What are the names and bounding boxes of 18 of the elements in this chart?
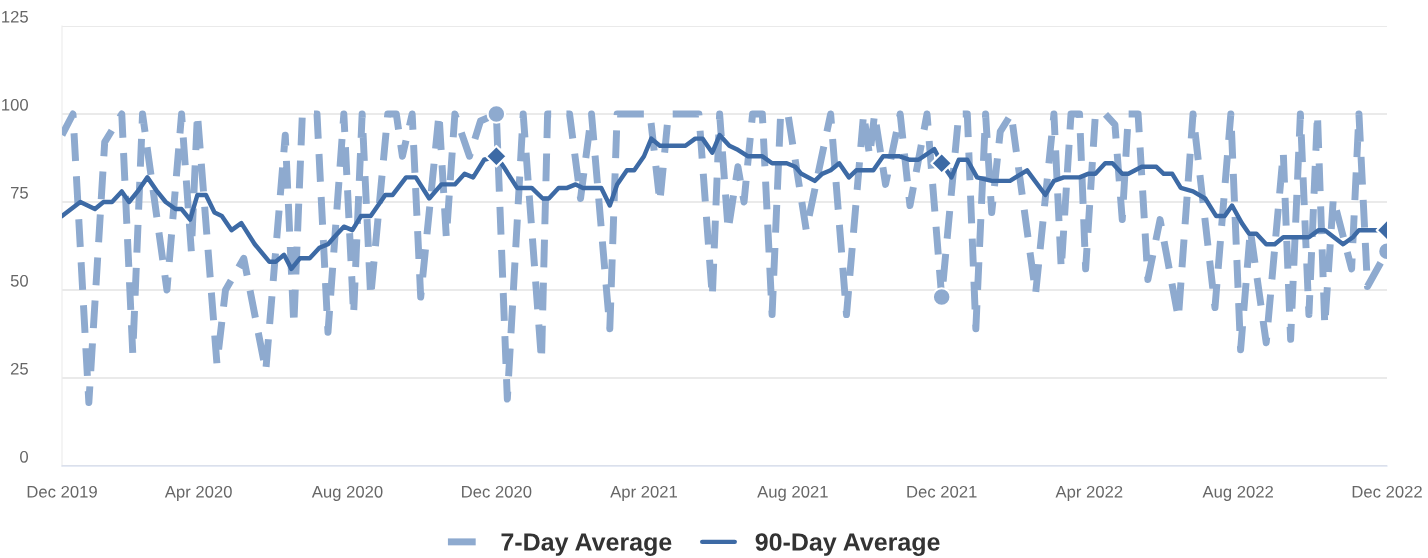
y-tick-label: 25 — [10, 362, 28, 375]
x-tick-label: Dec 2022 — [1352, 485, 1422, 498]
x-tick-label: Aug 2020 — [311, 485, 383, 501]
x-tick-label: Apr 2022 — [1055, 485, 1123, 501]
x-tick-label: Dec 2021 — [907, 485, 977, 498]
y-tick-label: 75 — [10, 187, 28, 199]
x-tick-label: Dec 2019 — [27, 485, 97, 498]
y-tick-label: 0 — [20, 450, 29, 463]
y-tick-label: 50 — [10, 274, 29, 287]
x-tick-label: Aug 2022 — [1202, 485, 1273, 501]
x-tick-label: Aug 2021 — [757, 485, 828, 501]
legend-label: 7-Day Average — [501, 533, 672, 556]
x-tick-label: Apr 2021 — [610, 485, 677, 501]
x-tick-label: Dec 2020 — [462, 485, 532, 498]
legend-label: 90-Day Average — [755, 533, 940, 556]
x-tick-label: Apr 2020 — [164, 485, 232, 501]
y-tick-label: 125 — [2, 10, 28, 23]
y-tick-label: 100 — [2, 98, 29, 111]
